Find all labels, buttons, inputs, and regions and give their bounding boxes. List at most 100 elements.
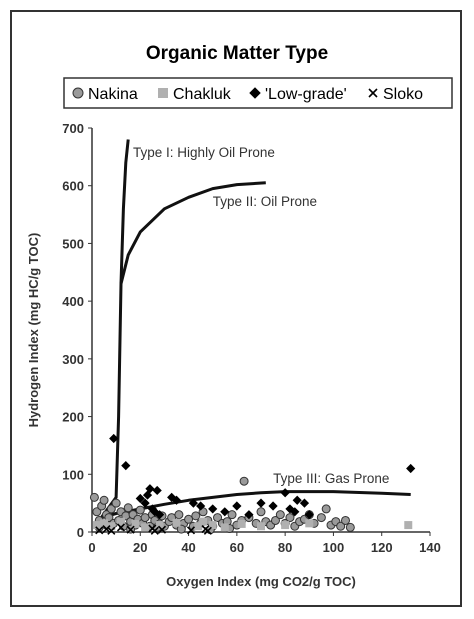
legend: Nakina Chakluk 'Low-grade' Sloko [72, 86, 423, 103]
point-2-14 [208, 504, 218, 514]
legend-marker-2 [249, 87, 261, 99]
x-axis-label: Oxygen Index (mg CO2/g TOC) [166, 574, 356, 589]
point-0-49 [256, 507, 266, 517]
point-2-9 [155, 510, 165, 520]
point-0-46 [239, 476, 249, 486]
x-tick-label-3: 60 [230, 540, 244, 555]
legend-label-0: Nakina [88, 86, 138, 103]
point-3-2 [107, 526, 116, 535]
point-1-16 [404, 521, 413, 530]
point-2-17 [244, 510, 254, 520]
x-tick-label-4: 80 [278, 540, 292, 555]
point-1-14 [281, 521, 290, 530]
legend-label-1: Chakluk [173, 86, 232, 103]
point-0-35 [191, 511, 201, 521]
point-2-15 [220, 507, 230, 517]
axes [91, 128, 430, 533]
point-2-10 [167, 492, 177, 502]
point-1-4 [131, 519, 140, 528]
point-2-16 [232, 501, 242, 511]
point-3-4 [126, 525, 135, 534]
x-tick-label-6: 120 [371, 540, 393, 555]
point-0-40 [213, 513, 223, 523]
point-1-0 [92, 521, 101, 530]
point-2-18 [256, 498, 266, 508]
x-tick-label-0: 0 [88, 540, 95, 555]
y-tick-label-5: 500 [62, 236, 84, 251]
point-3-0 [95, 526, 104, 535]
data-points [89, 433, 416, 535]
point-2-26 [406, 463, 416, 474]
point-1-5 [141, 523, 150, 532]
point-2-22 [290, 507, 300, 517]
x-tick-label-5: 100 [323, 540, 345, 555]
annotation-0: Type I: Highly Oil Prone [133, 145, 275, 160]
point-2-13 [196, 501, 206, 511]
point-0-9 [111, 498, 121, 508]
point-0-52 [270, 515, 280, 525]
curve-annotations: Type I: Highly Oil Prone Type II: Oil Pro… [133, 145, 389, 486]
x-tick-label-2: 40 [181, 540, 195, 555]
point-3-7 [157, 525, 167, 534]
point-0-61 [316, 513, 326, 523]
point-1-11 [220, 523, 229, 532]
legend-label-3: Sloko [383, 86, 423, 103]
chart-title: Organic Matter Type [146, 43, 328, 64]
x-tick-label-7: 140 [419, 540, 441, 555]
curve-1 [119, 181, 266, 285]
point-2-12 [188, 498, 198, 508]
point-2-23 [292, 495, 302, 505]
point-1-7 [172, 518, 181, 527]
point-1-6 [155, 521, 164, 530]
point-2-8 [150, 507, 160, 517]
y-tick-label-0: 0 [77, 525, 84, 540]
point-2-11 [171, 495, 182, 505]
point-3-3 [116, 523, 126, 532]
point-0-33 [184, 514, 194, 524]
y-tick-label-4: 400 [62, 294, 84, 309]
point-1-9 [199, 517, 208, 526]
point-0-53 [275, 510, 285, 520]
chart-svg: Organic Matter Type Nakina Chakluk 'Low-gr… [26, 43, 453, 589]
point-2-2 [135, 493, 145, 504]
point-2-20 [280, 488, 290, 498]
point-0-43 [227, 510, 237, 520]
annotation-1: Type II: Oil Prone [213, 194, 317, 209]
point-3-8 [186, 526, 196, 535]
point-0-4 [99, 495, 109, 505]
point-2-1 [121, 461, 131, 471]
point-0-0 [89, 492, 99, 502]
legend-marker-3 [368, 88, 378, 98]
legend-marker-1 [158, 88, 168, 98]
point-2-19 [268, 501, 278, 511]
point-1-12 [237, 519, 246, 528]
point-0-65 [336, 521, 346, 531]
point-0-67 [345, 522, 355, 532]
point-2-25 [304, 510, 314, 520]
tick-labels: 0 20 40 60 80 100 120 140 0 100 200 300 400 500 600 700 [62, 121, 441, 555]
point-3-1 [102, 525, 111, 534]
y-tick-label-7: 700 [62, 121, 84, 136]
point-0-66 [341, 515, 350, 525]
point-2-5 [152, 485, 162, 496]
point-2-7 [147, 504, 157, 514]
point-0-14 [123, 503, 133, 513]
point-2-0 [109, 433, 119, 444]
point-0-19 [135, 505, 145, 515]
legend-marker-0 [72, 87, 84, 99]
y-axis-label: Hydrogen Index (mg HC/g TOC) [26, 233, 41, 428]
point-1-15 [305, 519, 314, 528]
point-0-1 [92, 507, 102, 517]
y-tick-label-3: 300 [62, 352, 84, 367]
point-3-6 [150, 526, 159, 535]
y-tick-label-1: 100 [62, 467, 84, 482]
point-0-62 [321, 504, 331, 514]
point-0-31 [174, 510, 184, 520]
legend-label-2: 'Low-grade' [265, 86, 347, 103]
chart-frame: Organic Matter Type Nakina Chakluk 'Low-gr… [10, 10, 462, 607]
point-1-3 [116, 517, 125, 526]
point-3-10 [203, 526, 212, 535]
point-1-10 [208, 521, 217, 530]
y-tick-label-6: 600 [62, 179, 84, 194]
point-1-8 [194, 522, 203, 531]
